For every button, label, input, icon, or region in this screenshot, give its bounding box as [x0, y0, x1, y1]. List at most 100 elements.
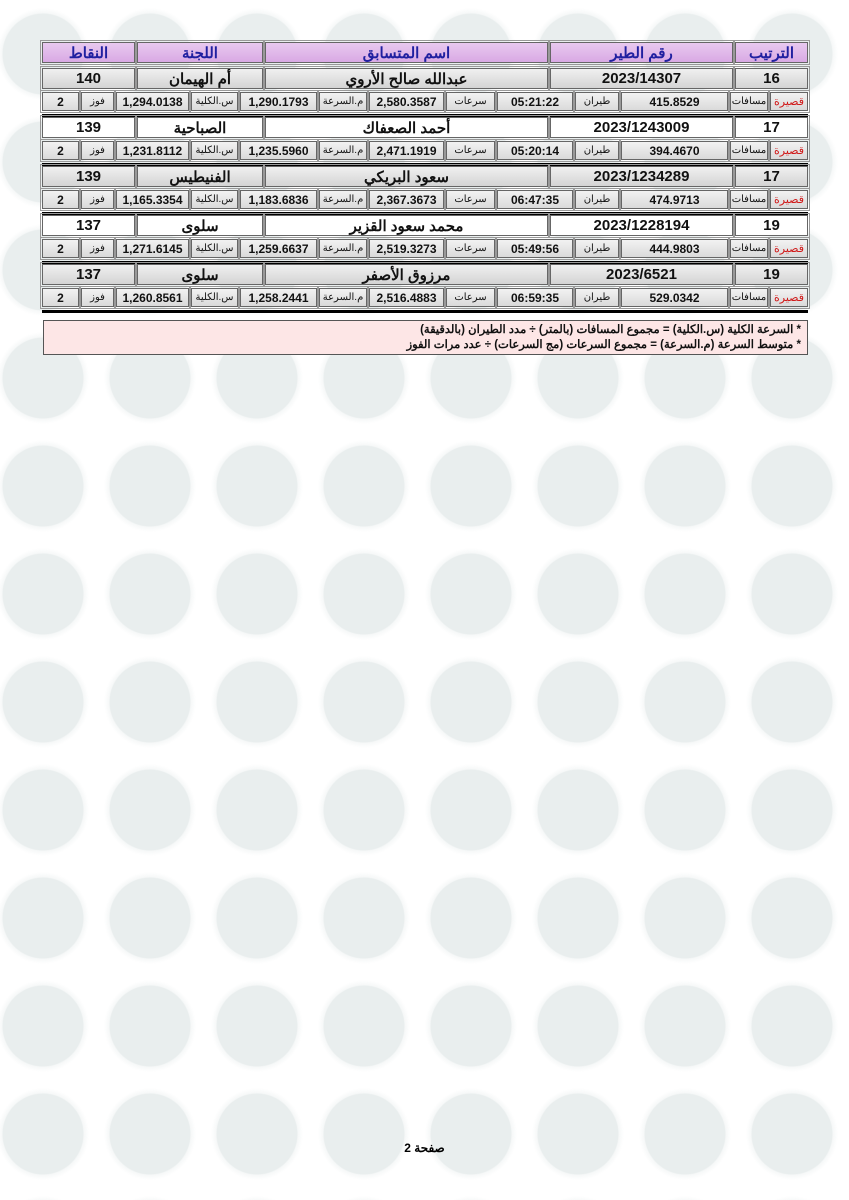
committee-cell: أم الهيمان — [135, 66, 265, 91]
distance-label: مسافات — [728, 90, 770, 113]
header-name: اسم المتسابق — [263, 40, 550, 65]
name-cell: سعود البريكي — [263, 164, 550, 189]
flight-time-value: 05:20:14 — [495, 139, 575, 162]
distance-value: 415.8529 — [619, 90, 730, 113]
total-speed-label: س.الكلية — [189, 90, 240, 113]
avg-speed-value: 1,235.5960 — [238, 139, 319, 162]
category-label: قصيرة — [768, 139, 810, 162]
wins-label: فوز — [79, 237, 116, 260]
points-cell: 140 — [40, 66, 137, 91]
category-label: قصيرة — [768, 90, 810, 113]
points-cell: 137 — [40, 213, 137, 238]
header-rank: الترتيب — [733, 40, 810, 65]
header-committee: اللجنة — [135, 40, 265, 65]
ring-cell: 2023/1228194 — [548, 213, 735, 238]
note-avg-speed: * متوسط السرعة (م.السرعة) = مجموع السرعا… — [406, 339, 801, 351]
speeds-value: 2,519.3273 — [367, 237, 446, 260]
committee-cell: الفنيطيس — [135, 164, 265, 189]
row-divider — [42, 212, 808, 215]
formula-notes: * السرعة الكلية (س.الكلية) = مجموع المسا… — [43, 320, 808, 355]
avg-speed-value: 1,259.6637 — [238, 237, 319, 260]
avg-speed-value: 1,183.6836 — [238, 188, 319, 211]
rank-cell: 19 — [733, 262, 810, 287]
row-divider — [42, 261, 808, 264]
flight-time-value: 05:49:56 — [495, 237, 575, 260]
ring-cell: 2023/14307 — [548, 66, 735, 91]
committee-cell: سلوى — [135, 262, 265, 287]
speeds-value: 2,367.3673 — [367, 188, 446, 211]
wins-value: 2 — [40, 188, 81, 211]
flight-label: طيران — [573, 286, 621, 309]
row-divider — [42, 114, 808, 117]
avg-speed-label: م.السرعة — [317, 188, 369, 211]
total-speed-label: س.الكلية — [189, 286, 240, 309]
wins-label: فوز — [79, 188, 116, 211]
page-number: صفحة 2 — [404, 1141, 445, 1155]
ring-cell: 2023/6521 — [548, 262, 735, 287]
flight-label: طيران — [573, 188, 621, 211]
speeds-label: سرعات — [444, 237, 497, 260]
speeds-value: 2,471.1919 — [367, 139, 446, 162]
points-cell: 139 — [40, 164, 137, 189]
speeds-label: سرعات — [444, 286, 497, 309]
name-cell: مرزوق الأصفر — [263, 262, 550, 287]
name-cell: عبدالله صالح الأروي — [263, 66, 550, 91]
total-speed-value: 1,294.0138 — [114, 90, 191, 113]
wins-label: فوز — [79, 139, 116, 162]
committee-cell: الصباحية — [135, 115, 265, 140]
speeds-label: سرعات — [444, 90, 497, 113]
header-points: النقاط — [40, 40, 137, 65]
total-speed-label: س.الكلية — [189, 188, 240, 211]
name-cell: أحمد الصعفاك — [263, 115, 550, 140]
flight-time-value: 06:59:35 — [495, 286, 575, 309]
ring-cell: 2023/1243009 — [548, 115, 735, 140]
rank-cell: 17 — [733, 115, 810, 140]
speeds-value: 2,516.4883 — [367, 286, 446, 309]
avg-speed-value: 1,258.2441 — [238, 286, 319, 309]
wins-label: فوز — [79, 286, 116, 309]
rank-cell: 19 — [733, 213, 810, 238]
row-divider — [42, 163, 808, 166]
points-cell: 139 — [40, 115, 137, 140]
distance-label: مسافات — [728, 286, 770, 309]
wins-value: 2 — [40, 286, 81, 309]
distance-value: 444.9803 — [619, 237, 730, 260]
category-label: قصيرة — [768, 286, 810, 309]
avg-speed-label: م.السرعة — [317, 286, 369, 309]
total-speed-value: 1,260.8561 — [114, 286, 191, 309]
avg-speed-label: م.السرعة — [317, 237, 369, 260]
distance-value: 394.4670 — [619, 139, 730, 162]
distance-value: 474.9713 — [619, 188, 730, 211]
rank-cell: 16 — [733, 66, 810, 91]
avg-speed-value: 1,290.1793 — [238, 90, 319, 113]
name-cell: محمد سعود القزير — [263, 213, 550, 238]
wins-value: 2 — [40, 90, 81, 113]
avg-speed-label: م.السرعة — [317, 90, 369, 113]
category-label: قصيرة — [768, 188, 810, 211]
row-divider — [42, 310, 808, 313]
distance-label: مسافات — [728, 188, 770, 211]
rank-cell: 17 — [733, 164, 810, 189]
points-cell: 137 — [40, 262, 137, 287]
header-ring: رقم الطير — [548, 40, 735, 65]
total-speed-value: 1,165.3354 — [114, 188, 191, 211]
speeds-label: سرعات — [444, 139, 497, 162]
avg-speed-label: م.السرعة — [317, 139, 369, 162]
total-speed-value: 1,231.8112 — [114, 139, 191, 162]
speeds-value: 2,580.3587 — [367, 90, 446, 113]
wins-value: 2 — [40, 139, 81, 162]
ring-cell: 2023/1234289 — [548, 164, 735, 189]
flight-time-value: 05:21:22 — [495, 90, 575, 113]
total-speed-label: س.الكلية — [189, 237, 240, 260]
flight-label: طيران — [573, 90, 621, 113]
flight-time-value: 06:47:35 — [495, 188, 575, 211]
wins-label: فوز — [79, 90, 116, 113]
category-label: قصيرة — [768, 237, 810, 260]
total-speed-value: 1,271.6145 — [114, 237, 191, 260]
speeds-label: سرعات — [444, 188, 497, 211]
note-total-speed: * السرعة الكلية (س.الكلية) = مجموع المسا… — [420, 324, 801, 336]
committee-cell: سلوى — [135, 213, 265, 238]
flight-label: طيران — [573, 237, 621, 260]
total-speed-label: س.الكلية — [189, 139, 240, 162]
distance-value: 529.0342 — [619, 286, 730, 309]
